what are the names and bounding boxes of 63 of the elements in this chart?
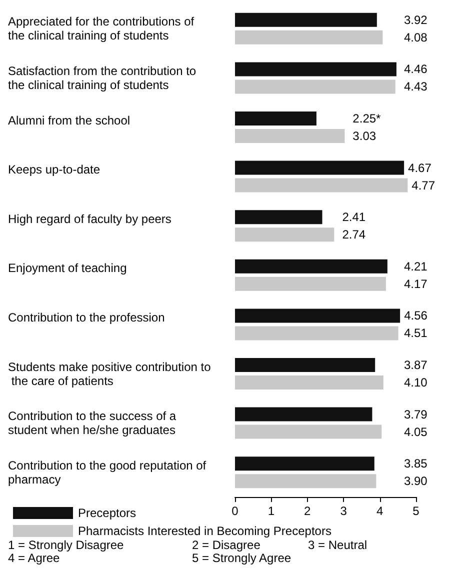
y-tick-label: Alumni from the school [8, 113, 130, 128]
text: 5 = Strongly Agree [192, 551, 292, 565]
x-tick-label: 0 [232, 504, 239, 518]
data-label: 3.87 [404, 358, 428, 372]
bar [235, 424, 382, 439]
data-label: 4.10 [404, 376, 428, 390]
legend-label: Preceptors [78, 506, 136, 520]
data-label: 3.79 [404, 407, 428, 422]
bar [235, 178, 408, 192]
bar [235, 12, 377, 27]
bar [235, 407, 372, 422]
bar [235, 62, 396, 76]
y-tick-label: Students make positive contribution to the care of patients [8, 360, 212, 388]
text: 4 = Agree [8, 551, 60, 565]
data-label: 4.17 [404, 276, 428, 291]
bar [235, 376, 384, 390]
data-label: 4.51 [404, 326, 428, 340]
y-tick-label: Satisfaction from the contribution to the clinical training of students [8, 64, 200, 92]
bar [235, 326, 398, 340]
bar [235, 30, 383, 44]
data-label: 3.90 [404, 474, 428, 488]
bar [235, 456, 374, 471]
data-label: 2.74 [342, 228, 366, 242]
bar [235, 308, 400, 323]
x-tick-label: 3 [340, 504, 348, 518]
bar [235, 112, 316, 126]
bar [235, 80, 396, 94]
data-label: 3.85 [404, 456, 428, 471]
bar [235, 210, 322, 224]
data-label: 2.25* [352, 112, 382, 126]
text: 2 = Disagree [192, 538, 261, 552]
legend-label: Pharmacists Interested in Becoming Preceptors [78, 524, 332, 538]
x-tick-label: 5 [412, 504, 420, 518]
x-tick-label: 1 [268, 504, 275, 518]
text: 1 = Strongly Disagree [8, 538, 124, 552]
y-tick-label: Contribution to the good reputation of pharmacy [8, 458, 210, 486]
data-label: 4.43 [404, 80, 428, 94]
text: 3 = Neutral [308, 538, 368, 552]
y-tick-label: Contribution to the profession [8, 310, 165, 324]
bar [235, 474, 376, 488]
x-tick-label: 2 [304, 504, 312, 518]
bar [235, 276, 386, 291]
data-label: 4.77 [412, 178, 436, 192]
data-label: 4.56 [404, 308, 428, 323]
bar [235, 259, 388, 274]
data-label: 4.08 [404, 30, 428, 44]
y-tick-label: High regard of faculty by peers [8, 212, 172, 226]
x-tick-label: 4 [376, 504, 384, 518]
data-label: 4.05 [404, 424, 428, 439]
bar [235, 358, 376, 372]
data-label: 4.67 [408, 160, 432, 175]
y-tick-label: Keeps up-to-date [8, 162, 100, 177]
data-label: 3.03 [352, 129, 376, 143]
y-tick-label: Contribution to the success of a student when he/she graduates [8, 409, 180, 438]
data-label: 2.41 [342, 210, 366, 224]
y-tick-label: Enjoyment of teaching [8, 261, 127, 276]
data-label: 3.92 [404, 12, 428, 27]
bar [235, 228, 334, 242]
data-label: 4.46 [404, 62, 428, 76]
bar [235, 129, 345, 143]
bar [235, 160, 404, 175]
data-label: 4.21 [404, 259, 428, 274]
y-tick-label: Appreciated for the contributions of the clinical training of students [8, 14, 198, 43]
